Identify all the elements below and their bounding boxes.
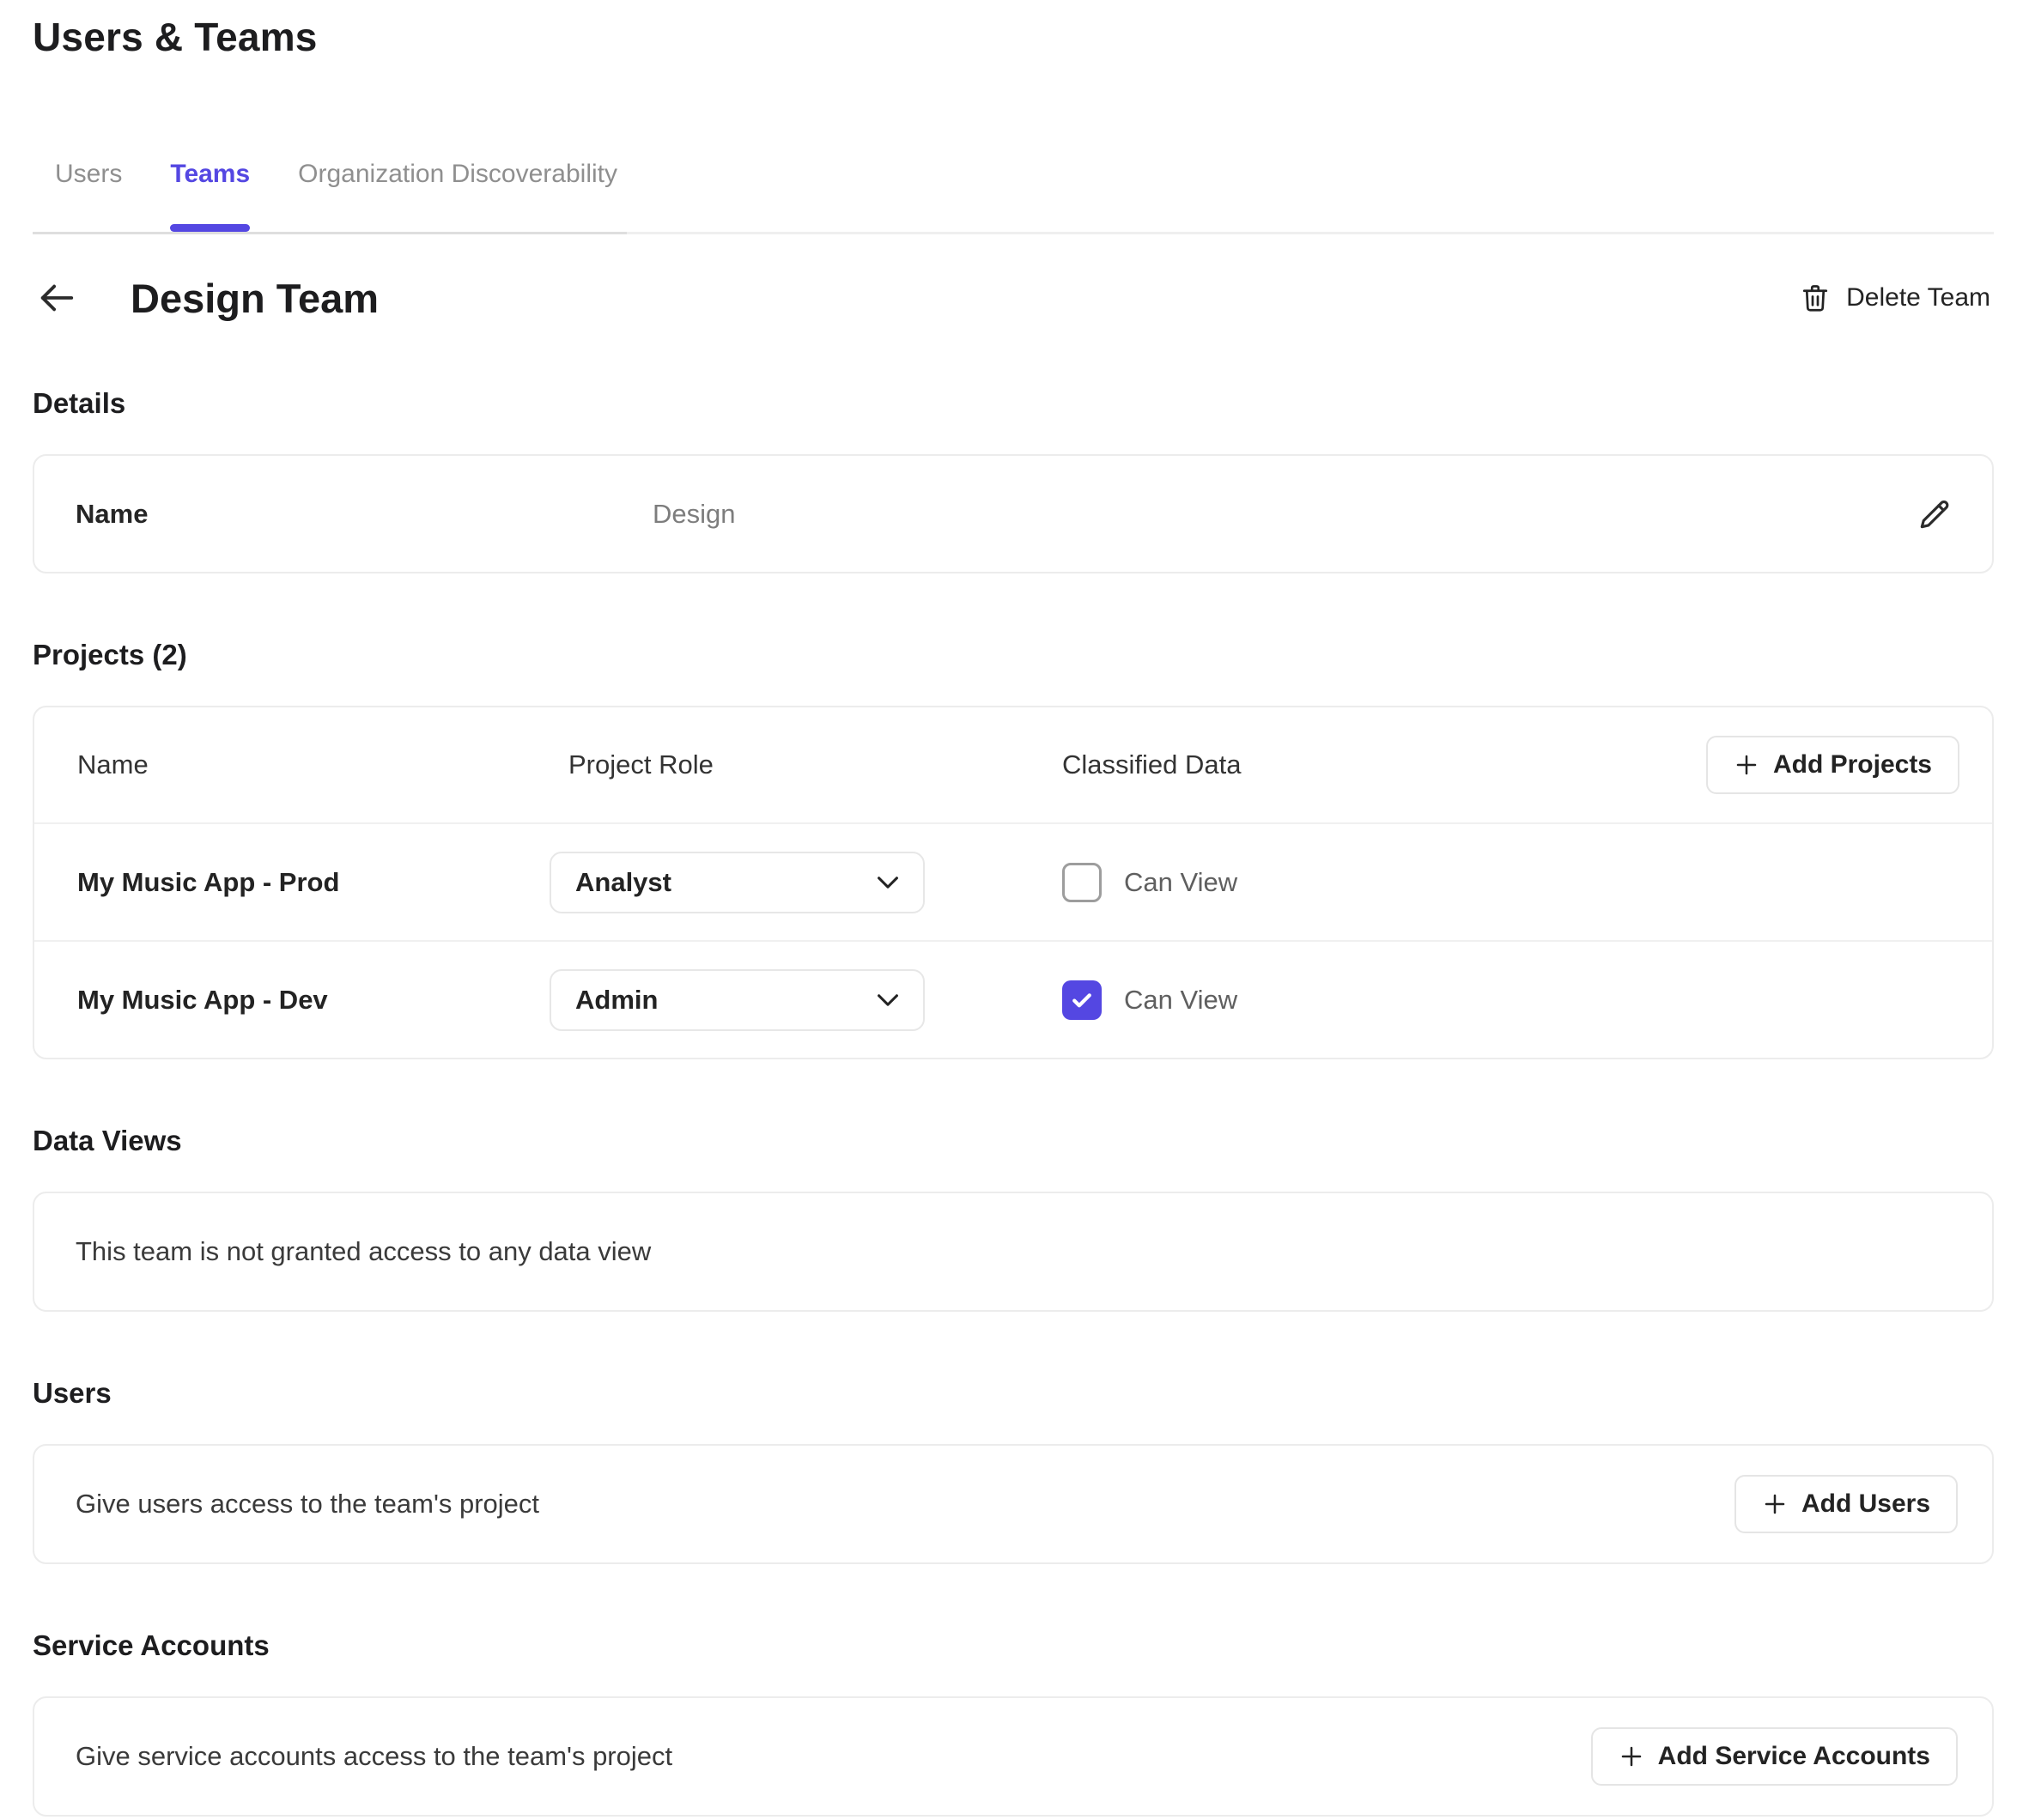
delete-team-button[interactable]: Delete Team: [1800, 282, 1994, 314]
details-card: Name Design: [33, 454, 1994, 573]
can-view-checkbox[interactable]: [1062, 980, 1102, 1020]
tab-bar: Users Teams Organization Discoverability: [33, 160, 1994, 234]
name-label: Name: [76, 498, 149, 529]
projects-table-header: Name Project Role Classified Data Add Pr…: [34, 707, 1992, 822]
arrow-left-icon: [37, 278, 76, 318]
delete-team-label: Delete Team: [1846, 283, 1990, 312]
projects-section: Projects (2) Name Project Role Classifie…: [33, 639, 1994, 1059]
data-views-section: Data Views This team is not granted acce…: [33, 1125, 1994, 1312]
details-heading: Details: [33, 387, 126, 419]
users-card: Give users access to the team's project …: [33, 1444, 1994, 1564]
page-title: Users & Teams: [33, 15, 318, 59]
tab-users[interactable]: Users: [55, 160, 123, 188]
plus-icon: [1619, 1744, 1644, 1769]
project-role-value: Analyst: [575, 866, 671, 897]
data-views-empty-message: This team is not granted access to any d…: [76, 1236, 652, 1266]
team-title: Design Team: [131, 275, 380, 321]
project-role-value: Admin: [575, 984, 659, 1015]
tab-divider: [33, 232, 1994, 234]
project-role-select[interactable]: Analyst: [550, 851, 925, 913]
service-accounts-card: Give service accounts access to the team…: [33, 1696, 1994, 1817]
pencil-icon: [1917, 496, 1953, 532]
service-accounts-section: Service Accounts Give service accounts a…: [33, 1629, 1994, 1817]
chevron-down-icon: [877, 993, 899, 1007]
check-icon: [1069, 987, 1095, 1013]
tab-organization-discoverability[interactable]: Organization Discoverability: [298, 160, 617, 188]
details-section: Details Name Design: [33, 387, 1994, 573]
details-name-row: Name Design: [34, 456, 1992, 572]
column-header-classified: Classified Data: [1062, 749, 1242, 780]
table-row: My Music App - Prod Analyst Can View: [34, 822, 1992, 940]
project-name: My Music App - Prod: [77, 866, 340, 897]
add-service-accounts-button[interactable]: Add Service Accounts: [1590, 1727, 1958, 1786]
column-header-name: Name: [77, 749, 149, 780]
trash-icon: [1800, 282, 1831, 314]
projects-heading: Projects (2): [33, 639, 187, 670]
edit-name-button[interactable]: [1917, 496, 1953, 532]
name-value: Design: [653, 498, 736, 529]
add-service-accounts-label: Add Service Accounts: [1657, 1742, 1930, 1770]
tab-teams[interactable]: Teams: [170, 160, 250, 232]
add-projects-button[interactable]: Add Projects: [1705, 736, 1959, 794]
back-button[interactable]: [33, 274, 81, 322]
project-name: My Music App - Dev: [77, 984, 328, 1015]
plus-icon: [1734, 752, 1759, 778]
can-view-checkbox[interactable]: [1062, 862, 1102, 902]
data-views-heading: Data Views: [33, 1125, 182, 1156]
chevron-down-icon: [877, 876, 899, 889]
projects-card: Name Project Role Classified Data Add Pr…: [33, 706, 1994, 1059]
team-header: Design Team Delete Team: [33, 274, 1994, 322]
can-view-label: Can View: [1124, 984, 1238, 1015]
plus-icon: [1762, 1491, 1788, 1517]
table-row: My Music App - Dev Admin: [34, 940, 1992, 1058]
users-heading: Users: [33, 1377, 112, 1409]
service-accounts-heading: Service Accounts: [33, 1629, 270, 1661]
service-accounts-message: Give service accounts access to the team…: [76, 1741, 673, 1771]
add-users-button[interactable]: Add Users: [1734, 1475, 1958, 1533]
column-header-role: Project Role: [568, 749, 714, 780]
users-message: Give users access to the team's project: [76, 1489, 540, 1519]
add-users-label: Add Users: [1801, 1489, 1930, 1518]
add-projects-label: Add Projects: [1772, 750, 1932, 779]
data-views-card: This team is not granted access to any d…: [33, 1192, 1994, 1312]
users-section: Users Give users access to the team's pr…: [33, 1377, 1994, 1564]
can-view-label: Can View: [1124, 866, 1238, 897]
project-role-select[interactable]: Admin: [550, 968, 925, 1031]
